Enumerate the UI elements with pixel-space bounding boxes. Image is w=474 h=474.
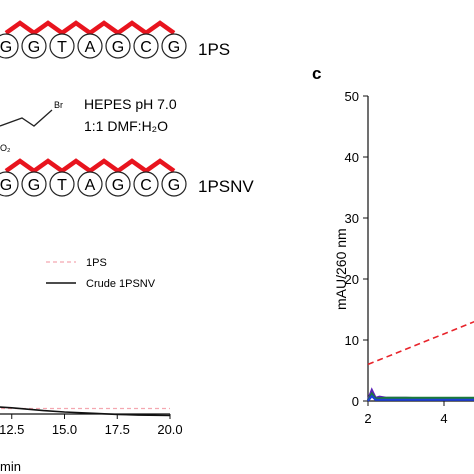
y-tick-label-0: 0 xyxy=(352,394,359,409)
reagent-br-label: Br xyxy=(54,100,63,110)
backbone-bottom xyxy=(4,158,176,174)
base-circle-bottom-4 xyxy=(105,171,131,197)
base-circle-top-2 xyxy=(49,33,75,59)
base-letter-bottom-5: C xyxy=(140,177,152,194)
c-series-0 xyxy=(367,320,474,366)
condition-solvent: 1:1 DMF:H₂O xyxy=(84,118,168,134)
condition-buffer: HEPES pH 7.0 xyxy=(84,96,177,112)
base-circle-bottom-2 xyxy=(49,171,75,197)
y-axis-label: mAU/260 nm xyxy=(333,228,349,310)
base-circle-top-3 xyxy=(77,33,103,59)
base-letter-bottom-4: G xyxy=(112,177,124,194)
c-series-3 xyxy=(367,394,474,402)
left-x-tick-label-3: 20.0 xyxy=(157,422,182,437)
base-circle-top-4 xyxy=(105,33,131,59)
left-series-1 xyxy=(0,406,171,417)
legend-crude-label: Crude 1PSNV xyxy=(86,278,156,290)
base-circle-top-5 xyxy=(133,33,159,59)
reagent-o2-label: O₂ xyxy=(0,143,11,153)
x-tick-label-0: 2 xyxy=(364,411,371,426)
base-circle-top-6 xyxy=(161,33,187,59)
synthesis-scheme: G G T A G C GG G T A G C G xyxy=(0,20,187,197)
base-circle-bottom-3 xyxy=(77,171,103,197)
left-chromatogram: 12.5 15.0 17.5 20.0 min xyxy=(0,406,183,474)
left-x-tick-label-2: 17.5 xyxy=(105,422,130,437)
label-1ps: 1PS xyxy=(198,40,230,59)
left-x-axis-label: min xyxy=(0,459,21,474)
legend-1ps-label: 1PS xyxy=(86,257,107,269)
base-circle-bottom-5 xyxy=(133,171,159,197)
y-tick-label-1: 10 xyxy=(345,333,359,348)
base-letter-bottom-2: T xyxy=(57,177,67,194)
label-1psnv: 1PSNV xyxy=(198,177,254,196)
reagent-structure: Br O₂ xyxy=(0,100,63,153)
base-circle-bottom-0 xyxy=(0,171,19,197)
left-x-tick-label-0: 12.5 xyxy=(0,422,24,437)
base-letter-top-3: A xyxy=(85,39,96,56)
base-circle-top-0 xyxy=(0,33,19,59)
base-letter-bottom-1: G xyxy=(28,177,40,194)
y-tick-label-3: 30 xyxy=(345,211,359,226)
panel-c-chart: 0 10 20 30 40 50 2 4 xyxy=(345,89,474,426)
panel-label-c: c xyxy=(312,64,321,83)
y-tick-label-2: 20 xyxy=(345,272,359,287)
base-letter-top-4: G xyxy=(112,39,124,56)
c-series-2 xyxy=(367,391,474,401)
backbone-top xyxy=(4,20,176,36)
base-letter-bottom-0: G xyxy=(0,177,12,194)
base-circle-top-1 xyxy=(21,33,47,59)
base-letter-bottom-3: A xyxy=(85,177,96,194)
legend: 1PS Crude 1PSNV xyxy=(46,257,156,290)
left-x-tick-label-1: 15.0 xyxy=(52,422,77,437)
base-letter-top-2: T xyxy=(57,39,67,56)
base-circle-bottom-1 xyxy=(21,171,47,197)
y-tick-label-4: 40 xyxy=(345,150,359,165)
x-tick-label-1: 4 xyxy=(440,411,447,426)
y-tick-label-5: 50 xyxy=(345,89,359,104)
base-circle-bottom-6 xyxy=(161,171,187,197)
base-letter-top-0: G xyxy=(0,39,12,56)
base-letter-top-1: G xyxy=(28,39,40,56)
base-letter-top-5: C xyxy=(140,39,152,56)
base-letter-top-6: G xyxy=(168,39,180,56)
base-letter-bottom-6: G xyxy=(168,177,180,194)
